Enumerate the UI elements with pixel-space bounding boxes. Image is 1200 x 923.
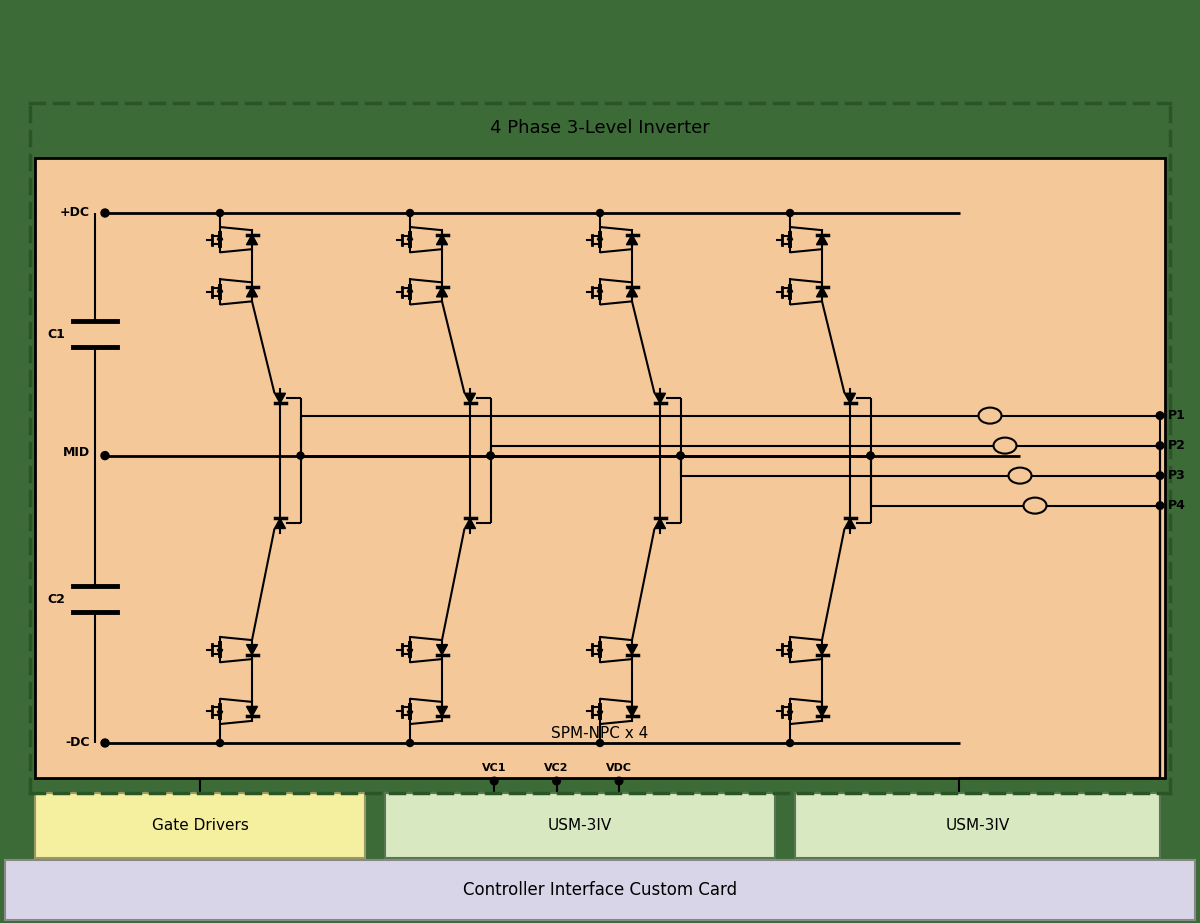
Polygon shape — [246, 706, 258, 716]
Polygon shape — [816, 234, 828, 245]
Circle shape — [101, 451, 109, 460]
Text: VC1: VC1 — [482, 763, 506, 773]
Polygon shape — [816, 644, 828, 654]
Text: P3: P3 — [1168, 469, 1186, 482]
Circle shape — [407, 210, 414, 217]
Polygon shape — [437, 644, 448, 654]
Polygon shape — [845, 519, 856, 529]
Circle shape — [487, 452, 494, 459]
Polygon shape — [275, 519, 286, 529]
Polygon shape — [626, 287, 637, 297]
Polygon shape — [816, 706, 828, 716]
Bar — [5, 860, 1195, 920]
Polygon shape — [246, 234, 258, 245]
Circle shape — [1157, 472, 1164, 479]
Circle shape — [553, 777, 560, 785]
Polygon shape — [626, 644, 637, 654]
Circle shape — [866, 452, 874, 459]
Text: USM-3IV: USM-3IV — [548, 818, 612, 833]
Polygon shape — [464, 393, 475, 403]
Text: VC2: VC2 — [545, 763, 569, 773]
Polygon shape — [275, 393, 286, 403]
Text: USM-3IV: USM-3IV — [946, 818, 1009, 833]
Bar — [35, 793, 365, 858]
Polygon shape — [437, 234, 448, 245]
Circle shape — [677, 452, 684, 459]
Polygon shape — [437, 706, 448, 716]
Bar — [796, 793, 1160, 858]
Text: Controller Interface Custom Card: Controller Interface Custom Card — [463, 881, 737, 899]
Polygon shape — [626, 706, 637, 716]
Circle shape — [216, 210, 223, 217]
Circle shape — [868, 452, 874, 459]
Polygon shape — [464, 519, 475, 529]
Circle shape — [407, 739, 414, 747]
Circle shape — [677, 452, 684, 459]
Polygon shape — [845, 393, 856, 403]
Text: +DC: +DC — [60, 207, 90, 220]
Text: P2: P2 — [1168, 439, 1186, 452]
Circle shape — [487, 452, 494, 459]
Circle shape — [596, 210, 604, 217]
Text: -DC: -DC — [66, 737, 90, 749]
Text: SPM-NPC x 4: SPM-NPC x 4 — [551, 725, 649, 740]
Text: P4: P4 — [1168, 499, 1186, 512]
Polygon shape — [246, 644, 258, 654]
Text: VDC: VDC — [606, 763, 632, 773]
Text: P1: P1 — [1168, 409, 1186, 422]
Circle shape — [1157, 502, 1164, 509]
Circle shape — [216, 739, 223, 747]
Polygon shape — [654, 519, 666, 529]
Circle shape — [487, 452, 493, 459]
Circle shape — [677, 452, 684, 459]
Text: C1: C1 — [47, 328, 65, 341]
Polygon shape — [246, 287, 258, 297]
Circle shape — [1157, 412, 1164, 419]
Bar — [35, 158, 1165, 778]
Text: Gate Drivers: Gate Drivers — [151, 818, 248, 833]
Circle shape — [298, 452, 304, 459]
Polygon shape — [437, 287, 448, 297]
Circle shape — [101, 739, 109, 747]
Text: C2: C2 — [47, 593, 65, 605]
Circle shape — [596, 739, 604, 747]
Circle shape — [101, 209, 109, 217]
Polygon shape — [654, 393, 666, 403]
Circle shape — [1157, 442, 1164, 450]
Circle shape — [786, 739, 793, 747]
Text: 4 Phase 3-Level Inverter: 4 Phase 3-Level Inverter — [490, 119, 710, 137]
Circle shape — [616, 777, 623, 785]
Circle shape — [491, 777, 498, 785]
Polygon shape — [816, 287, 828, 297]
Bar — [385, 793, 775, 858]
Text: MID: MID — [62, 446, 90, 459]
Circle shape — [866, 452, 874, 459]
Polygon shape — [626, 234, 637, 245]
Circle shape — [786, 210, 793, 217]
